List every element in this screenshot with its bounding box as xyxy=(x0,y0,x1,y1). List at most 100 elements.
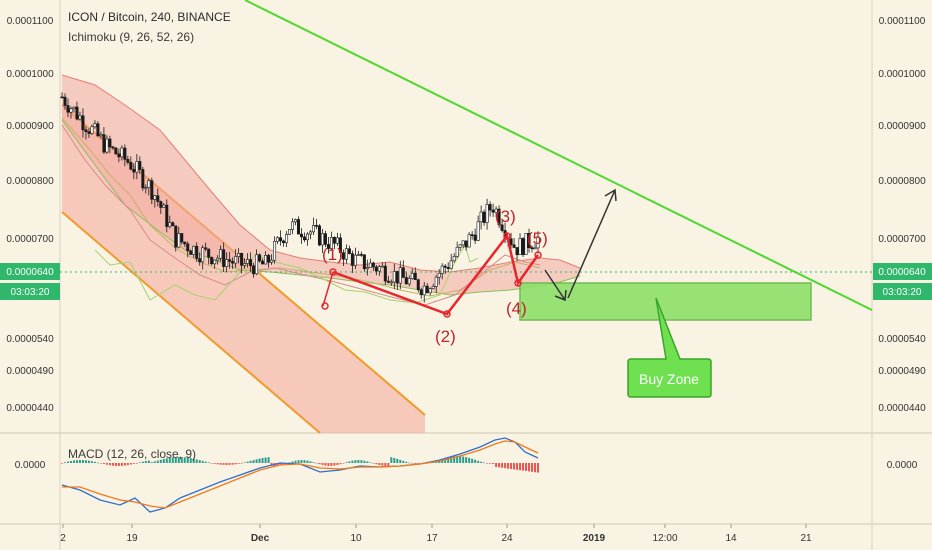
candle-body xyxy=(228,259,232,262)
macd-bar xyxy=(264,457,267,463)
candle-body xyxy=(314,225,318,227)
candle-body xyxy=(147,180,151,188)
time-tick-label: Dec xyxy=(251,533,270,544)
macd-bar xyxy=(246,461,249,463)
wave-3-marker xyxy=(503,232,511,240)
candle-body xyxy=(201,247,205,263)
macd-bar xyxy=(396,458,399,463)
macd-bar xyxy=(372,463,375,464)
macd-bar xyxy=(198,460,201,463)
candle-body xyxy=(491,209,495,213)
macd-label: MACD (12, 26, close, 9) xyxy=(68,447,197,461)
macd-bar xyxy=(468,457,471,463)
macd-bar xyxy=(417,463,420,464)
down-arrow-head xyxy=(554,289,567,302)
candle-body xyxy=(452,256,456,262)
time-tick-label: 2 xyxy=(60,533,66,544)
candle-body xyxy=(368,262,372,268)
candle-body xyxy=(252,265,256,275)
signal-line xyxy=(62,440,539,509)
candle-body xyxy=(141,169,145,189)
macd-bar xyxy=(192,458,195,463)
candle-body xyxy=(416,279,420,291)
candle-body xyxy=(231,261,235,264)
current-price-left: 0.0000640 xyxy=(6,267,54,278)
macd-bar xyxy=(408,462,411,464)
candle-body xyxy=(509,238,513,246)
macd-bar xyxy=(525,463,528,471)
macd-bar xyxy=(228,463,231,465)
down-arrow-line xyxy=(544,269,566,301)
candle-body xyxy=(437,272,441,278)
macd-bar xyxy=(339,463,342,465)
macd-bar xyxy=(168,457,171,463)
candle-body xyxy=(392,271,396,283)
macd-bar xyxy=(462,456,465,463)
macd-bar xyxy=(129,463,132,465)
macd-bar xyxy=(114,463,117,466)
candle-body xyxy=(398,267,402,284)
candle-body xyxy=(63,96,67,106)
macd-bar xyxy=(240,463,243,464)
candle-body xyxy=(476,221,480,241)
macd-bar xyxy=(516,463,519,470)
candle-body xyxy=(482,211,486,223)
candle-body xyxy=(530,247,534,249)
candle-body xyxy=(404,277,408,285)
macd-bar xyxy=(72,460,75,463)
candle-body xyxy=(267,255,271,263)
candle-body xyxy=(335,237,339,244)
wave-1-marker xyxy=(329,268,337,276)
price-tick-right: 0.0001000 xyxy=(878,69,926,80)
candle-body xyxy=(395,271,399,284)
macd-bar xyxy=(375,463,378,465)
buy-zone-callout xyxy=(627,297,712,398)
candle-body xyxy=(144,187,148,189)
macd-bar xyxy=(477,460,480,463)
candle-body xyxy=(264,255,268,265)
candle-body xyxy=(294,219,298,223)
wave-label-3: (3) xyxy=(495,207,516,226)
macd-bar xyxy=(315,463,318,464)
macd-bar xyxy=(381,463,384,466)
macd-bar xyxy=(288,462,291,464)
macd-bar xyxy=(354,460,357,463)
macd-bar xyxy=(444,457,447,463)
macd-bar xyxy=(528,463,531,472)
candle-body xyxy=(485,204,489,223)
candle-body xyxy=(180,233,184,243)
candle-body xyxy=(276,237,280,242)
time-tick-label: 19 xyxy=(126,533,138,544)
macd-bar xyxy=(447,457,450,463)
macd-bar xyxy=(171,457,174,463)
countdown-right: 03:03:20 xyxy=(883,287,922,298)
candle-body xyxy=(162,204,166,208)
candle-body xyxy=(60,96,64,99)
candle-body xyxy=(434,276,438,287)
macd-bar xyxy=(132,463,135,464)
candle-body xyxy=(515,247,519,256)
price-tick-right: 0.0000490 xyxy=(878,366,926,377)
macd-bar xyxy=(183,457,186,463)
macd-bar xyxy=(252,460,255,463)
macd-bar xyxy=(90,461,93,463)
candle-body xyxy=(371,262,375,268)
candle-body xyxy=(512,244,516,248)
time-tick-label: 21 xyxy=(800,533,812,544)
candle-body xyxy=(377,266,381,272)
macd-bar xyxy=(120,463,123,466)
macd-histogram xyxy=(61,456,539,473)
countdown-tag-right xyxy=(873,283,932,300)
macd-bar xyxy=(105,463,108,465)
buy-zone-label: Buy Zone xyxy=(639,371,699,387)
candle-body xyxy=(171,222,175,227)
macd-bar xyxy=(189,458,192,463)
candle-body xyxy=(413,272,417,281)
candle-body xyxy=(389,281,393,284)
macd-bar xyxy=(258,458,261,463)
wave-5-marker xyxy=(534,251,542,259)
macd-bar xyxy=(345,462,348,463)
macd-bar xyxy=(360,460,363,463)
candle-body xyxy=(156,195,160,202)
